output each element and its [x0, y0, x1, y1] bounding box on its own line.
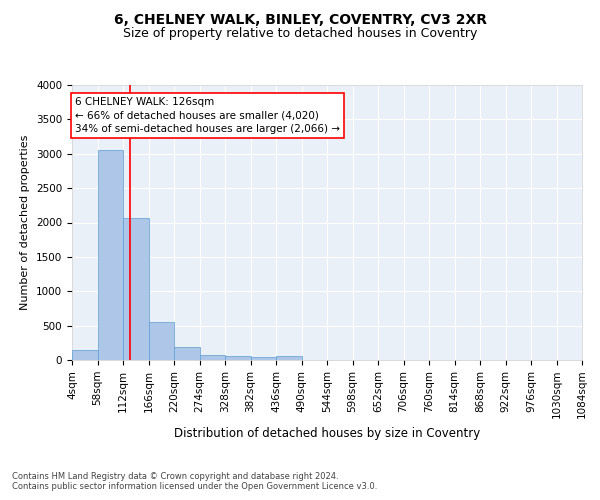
Text: 6, CHELNEY WALK, BINLEY, COVENTRY, CV3 2XR: 6, CHELNEY WALK, BINLEY, COVENTRY, CV3 2… [113, 12, 487, 26]
Text: 6 CHELNEY WALK: 126sqm
← 66% of detached houses are smaller (4,020)
34% of semi-: 6 CHELNEY WALK: 126sqm ← 66% of detached… [75, 98, 340, 134]
Bar [225, 356, 251, 360]
Bar [72, 350, 97, 360]
Bar [251, 357, 276, 360]
Bar [123, 218, 149, 360]
X-axis label: Distribution of detached houses by size in Coventry: Distribution of detached houses by size … [174, 426, 480, 440]
Bar [200, 354, 225, 360]
Text: Contains HM Land Registry data © Crown copyright and database right 2024.: Contains HM Land Registry data © Crown c… [12, 472, 338, 481]
Y-axis label: Number of detached properties: Number of detached properties [20, 135, 31, 310]
Bar [149, 322, 174, 360]
Text: Contains public sector information licensed under the Open Government Licence v3: Contains public sector information licen… [12, 482, 377, 491]
Bar [97, 150, 123, 360]
Bar [276, 356, 302, 360]
Text: Size of property relative to detached houses in Coventry: Size of property relative to detached ho… [123, 28, 477, 40]
Bar [174, 346, 199, 360]
